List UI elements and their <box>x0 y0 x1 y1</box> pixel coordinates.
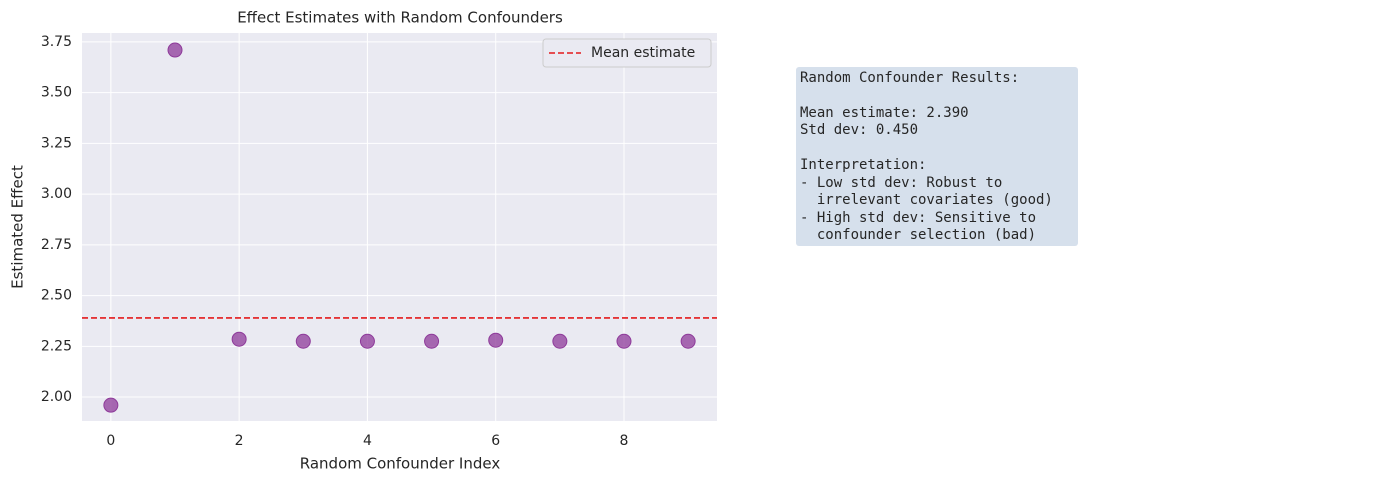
x-tick-label: 8 <box>620 433 629 449</box>
point <box>680 333 696 349</box>
y-tick-label: 3.75 <box>41 34 72 50</box>
point <box>103 397 119 413</box>
y-tick-label: 2.00 <box>41 389 72 405</box>
text-box-line: Mean estimate: 2.390 <box>800 105 969 121</box>
x-tick-label: 0 <box>106 433 115 449</box>
point <box>616 333 632 349</box>
y-tick-label: 2.50 <box>41 288 72 304</box>
y-tick-label: 2.25 <box>41 338 72 354</box>
point <box>488 332 504 348</box>
x-tick-label: 6 <box>491 433 500 449</box>
legend-label: Mean estimate <box>591 45 695 61</box>
y-tick-label: 3.50 <box>41 85 72 101</box>
text-box-line: - Low std dev: Robust to <box>800 175 1002 191</box>
legend <box>542 38 712 68</box>
text-box-line: Std dev: 0.450 <box>800 122 918 138</box>
point <box>167 42 183 58</box>
point <box>359 333 375 349</box>
x-axis-label: Random Confounder Index <box>300 455 501 473</box>
text-box-line: confounder selection (bad) <box>800 227 1036 243</box>
y-tick-label: 3.25 <box>41 135 72 151</box>
x-tick-label: 2 <box>235 433 244 449</box>
text-box-line: - High std dev: Sensitive to <box>800 210 1036 226</box>
x-tick-label: 4 <box>363 433 372 449</box>
text-box-line: Interpretation: <box>800 157 926 173</box>
point <box>424 333 440 349</box>
text-box-line: irrelevant covariates (good) <box>800 192 1053 208</box>
text-box <box>796 67 1078 246</box>
plot-area <box>82 33 717 421</box>
text-box-line: Random Confounder Results: <box>800 70 1019 86</box>
y-axis-label: Estimated Effect <box>9 165 27 289</box>
y-tick-label: 3.00 <box>41 186 72 202</box>
y-tick-label: 2.75 <box>41 237 72 253</box>
point <box>231 331 247 347</box>
chart-title: Effect Estimates with Random Confounders <box>237 9 563 27</box>
point <box>552 333 568 349</box>
point <box>295 333 311 349</box>
